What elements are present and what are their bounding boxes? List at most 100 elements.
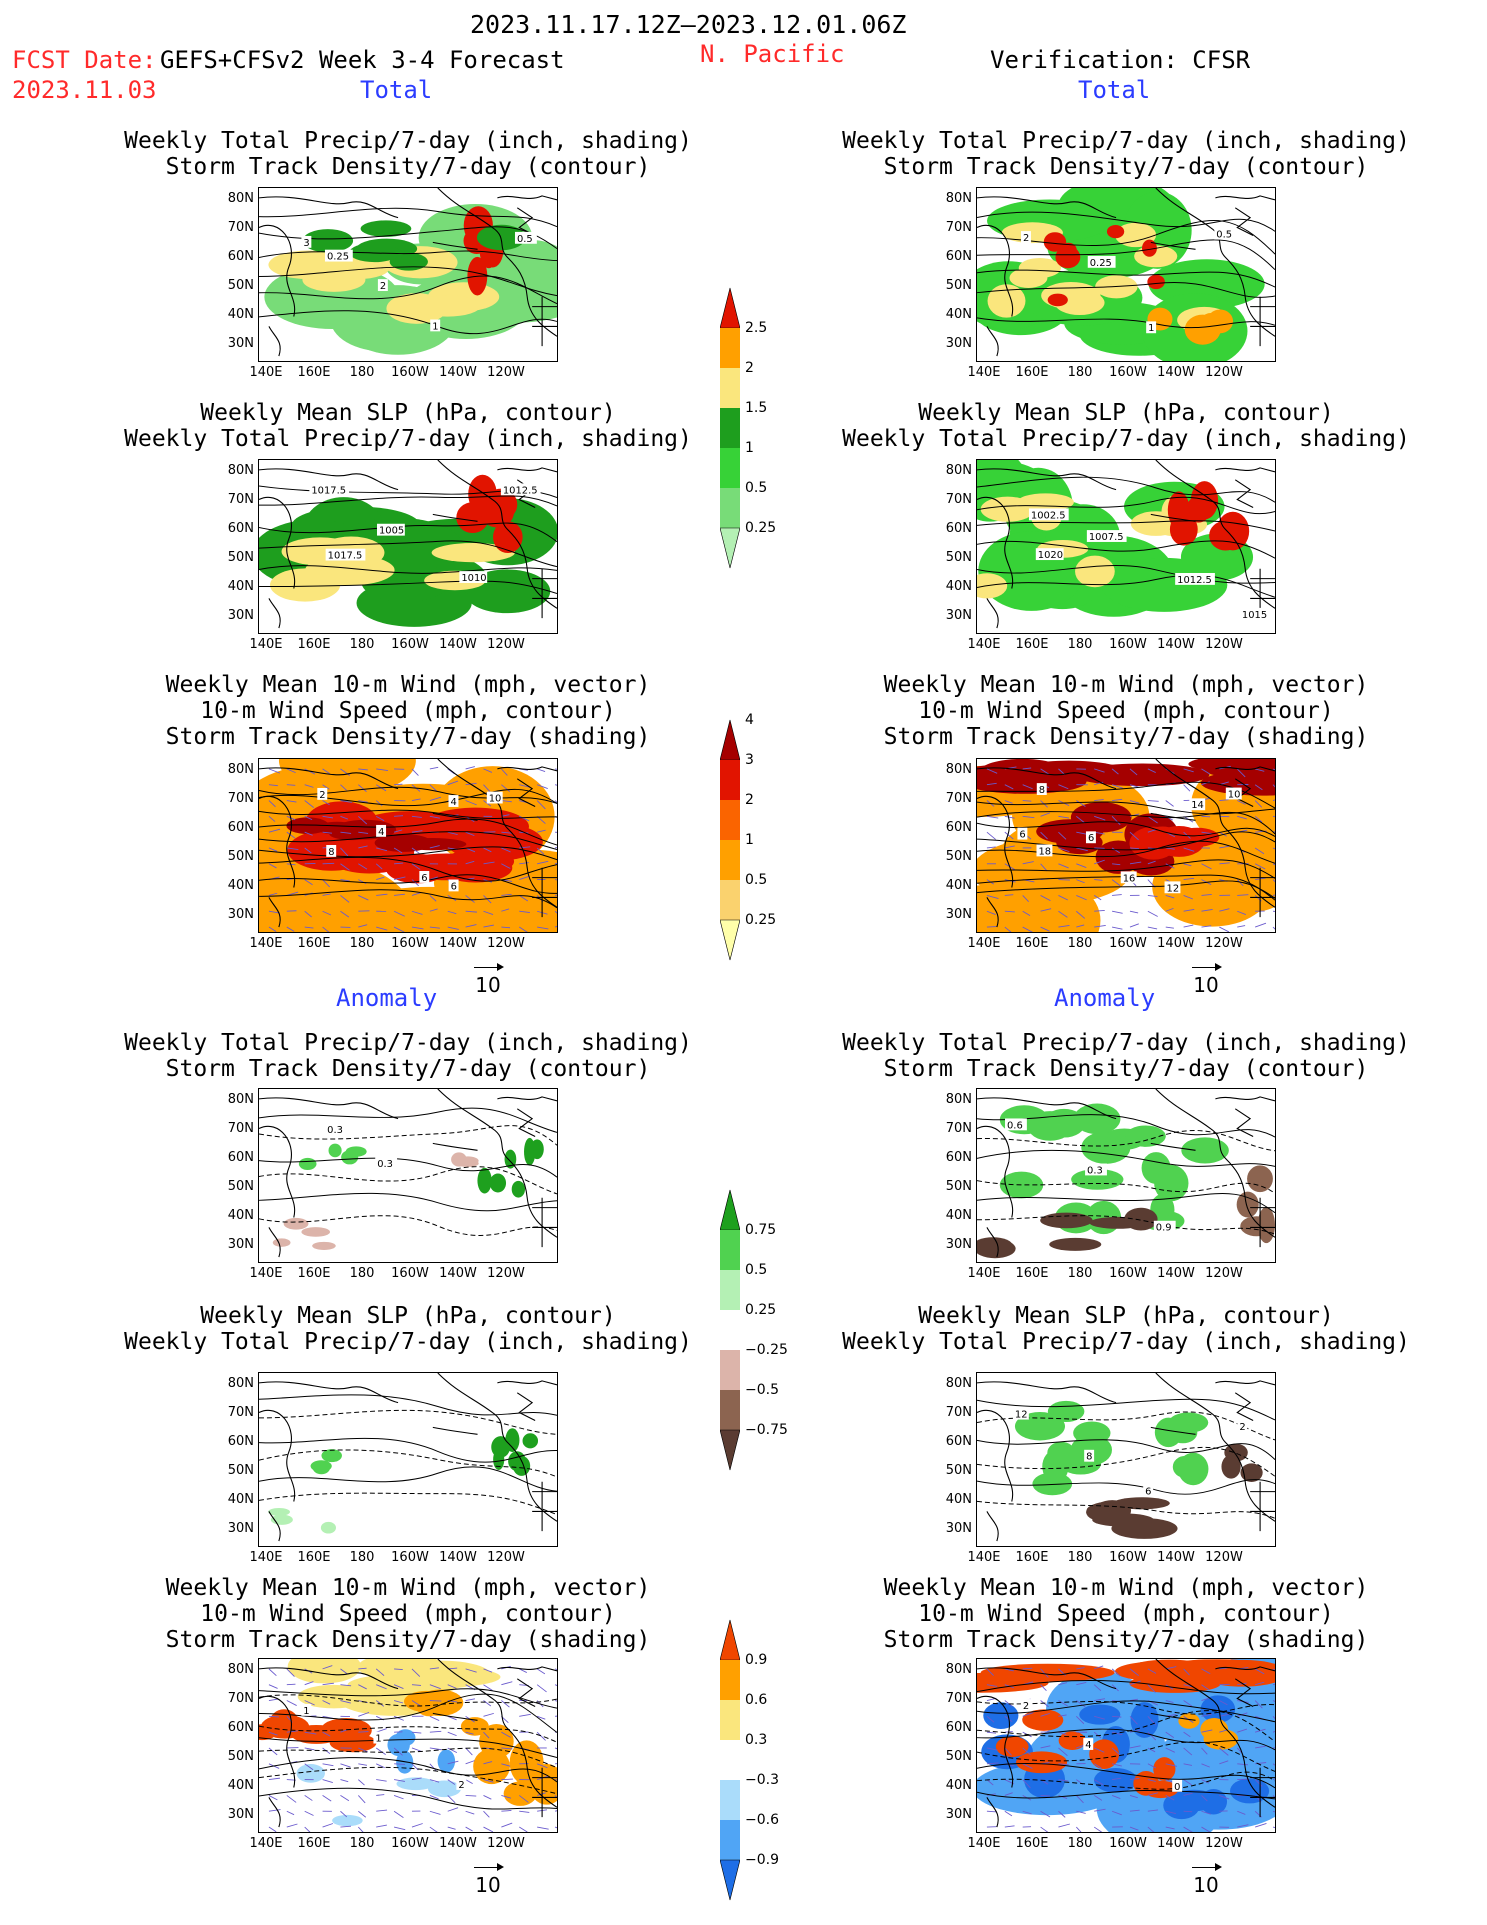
lon-tick-140W: 140W: [439, 1836, 477, 1851]
svg-text:1012.5: 1012.5: [503, 485, 538, 496]
panel-title-ob-2-0: Weekly Mean 10-m Wind (mph, vector): [883, 672, 1369, 698]
colorbar-track-total: [719, 700, 741, 980]
lat-tick-50N: 50N: [227, 550, 254, 565]
lon-tick-160W: 160W: [1109, 1550, 1147, 1565]
svg-text:1: 1: [375, 1734, 381, 1745]
lat-tick-70N: 70N: [227, 1405, 254, 1420]
colorbar-track-anomaly-label-4: 0.6: [745, 1692, 768, 1708]
colorbar-precip-total-label-2: 1: [745, 440, 754, 456]
colorbar-precip-anomaly: [719, 1170, 741, 1490]
lon-tick-120W: 120W: [487, 1550, 525, 1565]
panel-title-ob-5-1: 10-m Wind Speed (mph, contour): [918, 1601, 1334, 1627]
lat-tick-70N: 70N: [227, 1691, 254, 1706]
lon-tick-120W: 120W: [1205, 637, 1243, 652]
map-ob-5: 2 4 0: [976, 1658, 1276, 1833]
panel-title-ob-4-1: Weekly Total Precip/7-day (inch, shading…: [842, 1329, 1410, 1355]
lon-tick-180: 180: [349, 936, 375, 951]
lon-tick-160W: 160W: [1109, 637, 1147, 652]
colorbar-precip-anomaly-label-0: −0.75: [745, 1422, 788, 1438]
colorbar-precip-total-label-0: 0.25: [745, 520, 777, 536]
svg-text:0.3: 0.3: [327, 1125, 343, 1136]
total-label-left: Total: [360, 76, 433, 104]
anomaly-label-left: Anomaly: [336, 984, 438, 1012]
lon-tick-140W: 140W: [1157, 1550, 1195, 1565]
svg-text:2: 2: [458, 1780, 464, 1791]
lat-tick-40N: 40N: [945, 307, 972, 322]
map-fc-0: 3 2 1 0.5 0.25: [258, 187, 558, 362]
colorbar-track-total-label-0: 0.25: [745, 912, 777, 928]
svg-text:8: 8: [1086, 1452, 1092, 1463]
lat-tick-80N: 80N: [227, 191, 254, 206]
svg-text:0.5: 0.5: [517, 234, 533, 245]
panel-title-fc-4-1: Weekly Total Precip/7-day (inch, shading…: [124, 1329, 692, 1355]
fcst-date-label: FCST Date:: [12, 46, 157, 74]
panel-title-fc-5-1: 10-m Wind Speed (mph, contour): [200, 1601, 616, 1627]
svg-text:0.25: 0.25: [327, 252, 349, 263]
lat-tick-70N: 70N: [227, 1121, 254, 1136]
lat-tick-80N: 80N: [945, 463, 972, 478]
svg-text:0.25: 0.25: [1090, 258, 1112, 269]
lat-tick-70N: 70N: [945, 1121, 972, 1136]
colorbar-track-total-label-4: 3: [745, 752, 754, 768]
lat-tick-80N: 80N: [945, 1092, 972, 1107]
svg-text:6: 6: [1019, 830, 1025, 841]
lat-tick-30N: 30N: [945, 1237, 972, 1252]
svg-text:0.5: 0.5: [1216, 230, 1232, 241]
colorbar-track-anomaly: [719, 1600, 741, 1920]
lat-tick-70N: 70N: [945, 1691, 972, 1706]
lon-tick-160W: 160W: [391, 1836, 429, 1851]
lat-tick-40N: 40N: [227, 307, 254, 322]
svg-text:1020: 1020: [1038, 550, 1063, 561]
svg-text:1007.5: 1007.5: [1089, 532, 1124, 543]
lat-tick-30N: 30N: [945, 336, 972, 351]
panel-title-ob-5-2: Storm Track Density/7-day (shading): [883, 1627, 1369, 1653]
lon-tick-120W: 120W: [1205, 1550, 1243, 1565]
lat-tick-30N: 30N: [227, 1237, 254, 1252]
vector-reference-value: 10: [475, 973, 501, 997]
vector-reference-arrow-icon: [468, 1863, 508, 1873]
lat-tick-50N: 50N: [227, 1749, 254, 1764]
region-label: N. Pacific: [700, 40, 845, 68]
lon-tick-160E: 160E: [1015, 365, 1049, 380]
lat-tick-50N: 50N: [945, 849, 972, 864]
lon-tick-180: 180: [349, 1266, 375, 1281]
lon-tick-180: 180: [1067, 1836, 1093, 1851]
lat-tick-70N: 70N: [227, 791, 254, 806]
lat-tick-50N: 50N: [945, 278, 972, 293]
lat-tick-40N: 40N: [227, 1492, 254, 1507]
lon-tick-160E: 160E: [1015, 1550, 1049, 1565]
lat-tick-60N: 60N: [227, 1434, 254, 1449]
vector-reference: 10: [1186, 1863, 1226, 1897]
lon-tick-180: 180: [1067, 936, 1093, 951]
lon-tick-120W: 120W: [1205, 1266, 1243, 1281]
panel-title-fc-5-2: Storm Track Density/7-day (shading): [165, 1627, 651, 1653]
vector-reference-arrow-icon: [1186, 963, 1226, 973]
colorbar-precip-anomaly-label-3: 0.25: [745, 1302, 777, 1318]
lon-tick-160W: 160W: [1109, 365, 1147, 380]
panel-title-fc-3-0: Weekly Total Precip/7-day (inch, shading…: [124, 1030, 692, 1056]
lon-tick-140W: 140W: [1157, 1836, 1195, 1851]
lat-tick-50N: 50N: [945, 1179, 972, 1194]
lat-tick-80N: 80N: [227, 762, 254, 777]
lon-tick-120W: 120W: [1205, 365, 1243, 380]
colorbar-track-anomaly-label-5: 0.9: [745, 1652, 768, 1668]
colorbar-precip-total-label-1: 0.5: [745, 480, 768, 496]
lat-tick-50N: 50N: [945, 550, 972, 565]
svg-text:1: 1: [303, 1706, 309, 1717]
lon-tick-120W: 120W: [1205, 1836, 1243, 1851]
svg-text:1002.5: 1002.5: [1031, 510, 1066, 521]
lat-tick-70N: 70N: [227, 220, 254, 235]
panel-title-fc-2-1: 10-m Wind Speed (mph, contour): [200, 698, 616, 724]
lat-tick-70N: 70N: [227, 492, 254, 507]
vector-reference-value: 10: [475, 1873, 501, 1897]
svg-text:2: 2: [380, 281, 386, 292]
lat-tick-80N: 80N: [227, 1376, 254, 1391]
lat-tick-50N: 50N: [227, 1179, 254, 1194]
fcst-model: GEFS+CFSv2 Week 3-4 Forecast: [160, 46, 565, 74]
lon-tick-140W: 140W: [439, 365, 477, 380]
colorbar-track-anomaly-label-3: 0.3: [745, 1732, 768, 1748]
lat-tick-40N: 40N: [945, 1778, 972, 1793]
lat-tick-40N: 40N: [945, 1208, 972, 1223]
lon-tick-160W: 160W: [391, 1266, 429, 1281]
lat-tick-70N: 70N: [945, 1405, 972, 1420]
